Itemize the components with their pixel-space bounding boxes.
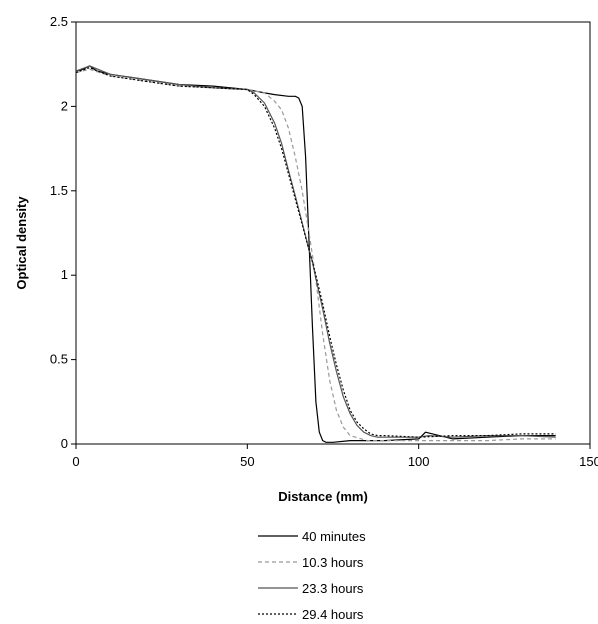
legend-label-4: 29.4 hours [302,607,364,622]
y-tick-label: 1.5 [50,183,68,198]
y-axis-title: Optical density [14,196,29,290]
axes: 0 50 100 150 0 0.5 1 1.5 2 2.5 Distance (mm) Optica… [14,14,598,504]
series-line-1 [75,65,556,443]
series-line-2 [75,68,556,442]
y-tick-label: 0 [61,436,68,451]
legend-label-1: 40 minutes [302,529,366,544]
legend-label-3: 23.3 hours [302,581,364,596]
y-tick-label: 2 [61,98,68,113]
y-tick-label: 2.5 [50,14,68,29]
legend: 40 minutes 10.3 hours 23.3 hours 29.4 hours [258,529,366,622]
x-tick-label: 0 [72,454,79,469]
series-line-3 [75,65,556,438]
x-tick-label: 100 [408,454,430,469]
series-lines [75,65,556,443]
y-tick-label: 1 [61,267,68,282]
plot-frame [75,21,591,445]
x-tick-label: 50 [240,454,254,469]
series-line-4 [75,66,556,438]
x-axis-title: Distance (mm) [278,489,368,504]
x-tick-label: 150 [579,454,598,469]
legend-label-2: 10.3 hours [302,555,364,570]
y-tick-label: 0.5 [50,352,68,367]
